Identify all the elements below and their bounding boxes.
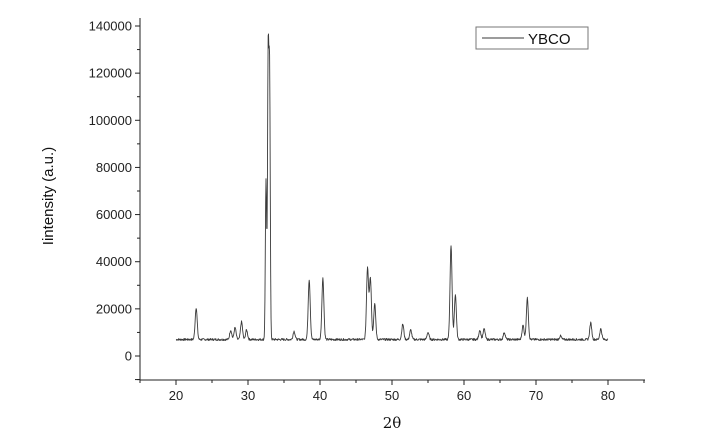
y-axis-title: Iintensity (a.u.) — [40, 147, 57, 245]
x-ticks: 20 30 40 50 60 70 80 — [139, 380, 645, 403]
series-line-ybco — [175, 33, 609, 342]
y-tick-label: 60000 — [96, 207, 132, 222]
x-tick-label: 20 — [169, 388, 183, 403]
x-tick-label: 70 — [529, 388, 543, 403]
x-tick-label: 50 — [385, 388, 399, 403]
axes — [139, 18, 645, 381]
y-ticks: 0 20000 40000 60000 80000 100000 120000 140000 — [89, 19, 140, 381]
x-tick-label: 40 — [313, 388, 327, 403]
x-tick-label: 60 — [457, 388, 471, 403]
x-tick-label: 80 — [601, 388, 615, 403]
legend-label-ybco: YBCO — [528, 31, 571, 48]
y-tick-label: 20000 — [96, 301, 132, 316]
y-tick-label: 100000 — [89, 113, 132, 128]
y-tick-label: 140000 — [89, 19, 132, 34]
legend-box — [475, 26, 589, 50]
legend: YBCO — [475, 26, 589, 50]
y-tick-label: 120000 — [89, 66, 132, 81]
y-tick-label: 0 — [125, 349, 132, 364]
y-tick-label: 80000 — [96, 160, 132, 175]
series-layer — [175, 33, 609, 342]
x-tick-label: 30 — [241, 388, 255, 403]
y-tick-label: 40000 — [96, 254, 132, 269]
x-axis-title: 2θ — [383, 414, 402, 432]
